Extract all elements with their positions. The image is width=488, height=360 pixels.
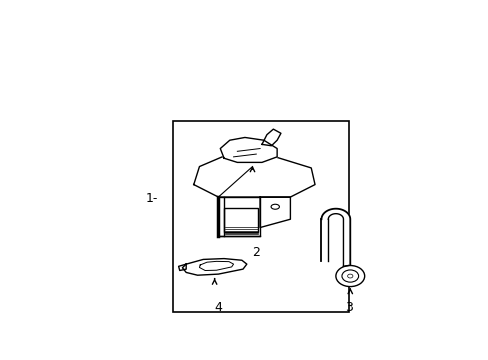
Bar — [173, 121, 348, 312]
Polygon shape — [182, 258, 246, 275]
Polygon shape — [178, 264, 186, 270]
Polygon shape — [260, 197, 290, 228]
Bar — [224, 208, 258, 232]
Polygon shape — [218, 197, 260, 236]
Circle shape — [347, 274, 352, 278]
Text: 3: 3 — [345, 301, 352, 314]
Polygon shape — [220, 138, 277, 162]
Polygon shape — [193, 157, 314, 197]
Ellipse shape — [270, 204, 279, 209]
Polygon shape — [321, 209, 349, 266]
Text: 2: 2 — [252, 246, 260, 258]
Text: 4: 4 — [214, 301, 222, 314]
Circle shape — [335, 266, 364, 287]
Polygon shape — [262, 129, 280, 146]
Text: 1-: 1- — [145, 192, 158, 205]
Circle shape — [341, 270, 358, 282]
